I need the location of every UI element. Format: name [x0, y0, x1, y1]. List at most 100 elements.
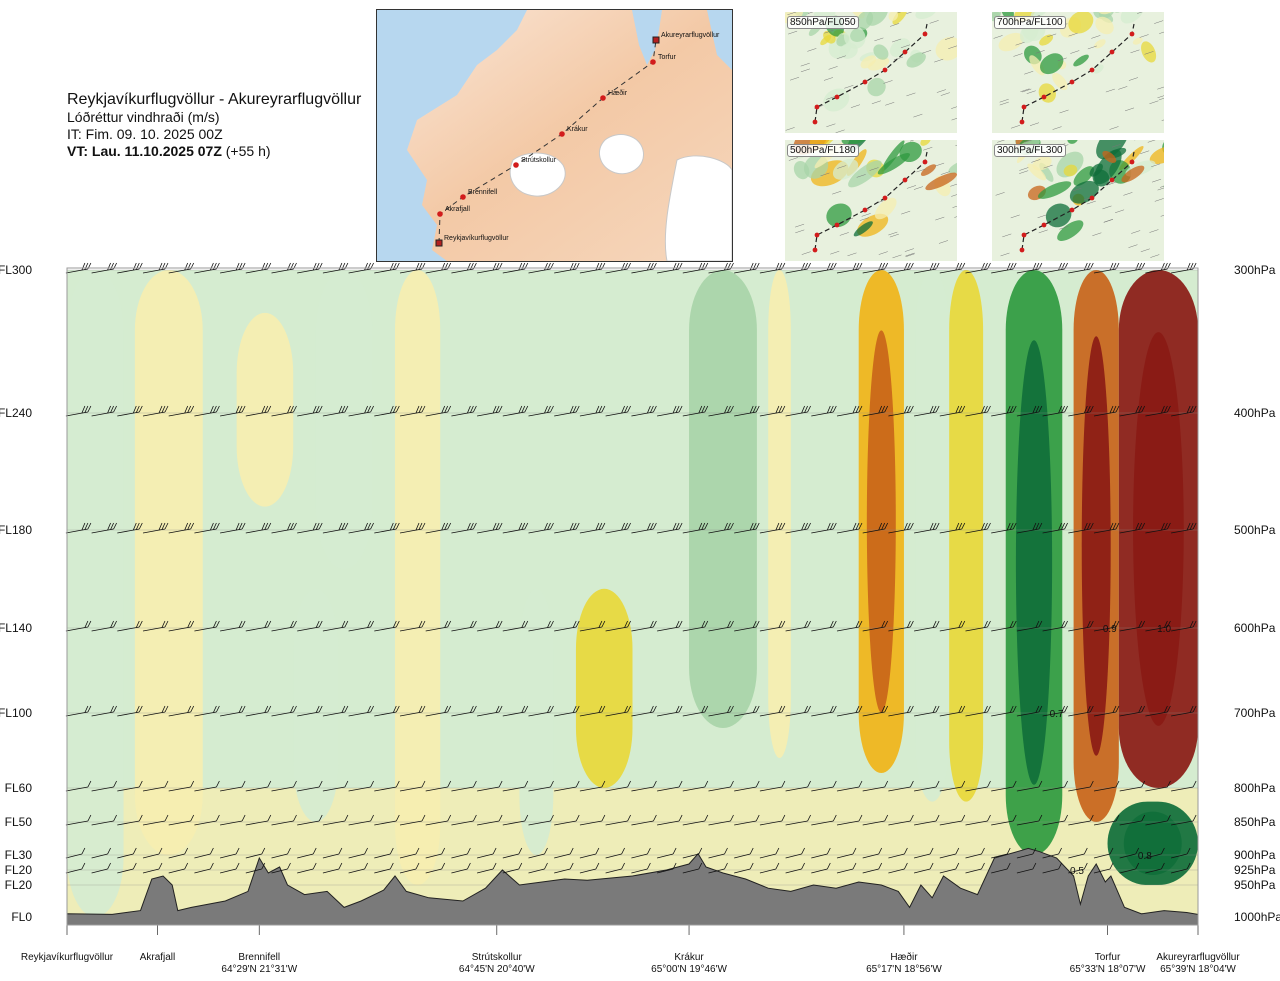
barb-shaft [605, 868, 622, 874]
wind-barb [759, 405, 786, 417]
barb-shaft [65, 853, 82, 859]
barb-feather [547, 522, 551, 530]
panel-waypoint [922, 31, 928, 37]
barb-shaft [682, 786, 705, 792]
barb-feather [544, 862, 548, 870]
wind-barb [631, 522, 657, 534]
wind-barb [579, 522, 606, 534]
barb-feather [575, 522, 580, 530]
barb-feather [910, 705, 914, 713]
barb-shaft [374, 411, 397, 417]
panel-field-patch [1096, 140, 1129, 160]
wind-barb [657, 620, 683, 632]
panel-field-patch [939, 12, 957, 14]
barb-feather [467, 847, 471, 855]
wind-barb [965, 814, 991, 826]
barb-feather [801, 522, 805, 531]
wind-barb [322, 862, 343, 874]
barb-feather [672, 405, 677, 414]
wind-barb [348, 705, 374, 717]
wind-barb [939, 780, 966, 792]
panel-wind-barb [1109, 126, 1119, 130]
pressure-axis: 300hPa400hPa500hPa600hPa700hPa800hPa850h… [1234, 263, 1280, 924]
barb-shaft [785, 528, 808, 534]
barb-feather [1135, 862, 1140, 870]
wind-barb [477, 522, 503, 534]
map-waypoint-marker [600, 95, 606, 101]
barb-shaft [1068, 820, 1091, 826]
barb-feather [826, 522, 831, 531]
panel-wind-barb [1107, 181, 1117, 186]
panel-wind-barb [1118, 86, 1128, 90]
wind-barb [220, 847, 240, 859]
panel-wind-barb [1154, 20, 1164, 24]
barb-feather [216, 705, 220, 713]
velocity-band [315, 270, 373, 570]
barb-shaft [425, 853, 442, 859]
terrain-area [66, 847, 1199, 926]
barb-feather [235, 847, 240, 855]
barb-feather [984, 522, 988, 530]
barb-shaft [1171, 853, 1188, 859]
barb-feather [467, 262, 471, 271]
barb-feather [724, 862, 728, 870]
barb-feather [801, 405, 805, 414]
panel-wind-barb [1159, 31, 1164, 34]
map-sea-northeast [707, 10, 732, 70]
barb-shaft [965, 820, 988, 826]
barb-shaft [759, 268, 782, 274]
barb-shaft [477, 411, 500, 417]
barb-shaft [117, 411, 140, 417]
barb-shaft [220, 268, 243, 274]
wind-barb [65, 705, 92, 717]
barb-feather [1115, 522, 1120, 530]
barb-feather [1009, 620, 1014, 628]
barb-feather [961, 522, 966, 530]
panel-wind-barb [1052, 126, 1062, 130]
barb-feather [110, 705, 114, 713]
barb-shaft [914, 626, 937, 632]
wind-barb [502, 620, 529, 632]
panel-wind-barb [999, 98, 1009, 103]
barb-shaft [348, 711, 371, 717]
wind-barb [554, 847, 574, 859]
panel-wind-barb [807, 12, 814, 14]
barb-feather [730, 780, 734, 788]
pressure-label: 400hPa [1234, 406, 1276, 420]
barb-shaft [734, 786, 757, 792]
barb-feather [473, 814, 477, 822]
barb-feather [858, 705, 863, 713]
barb-shaft [862, 868, 879, 874]
barb-feather [1064, 780, 1068, 788]
barb-feather [238, 620, 243, 628]
barb-shaft [425, 626, 448, 632]
barb-shaft [759, 411, 782, 417]
barb-shaft [579, 528, 602, 534]
barb-feather [569, 847, 574, 855]
panel-wind-barb [800, 68, 811, 73]
wind-barb [91, 405, 117, 417]
barb-feather [447, 705, 452, 713]
barb-feather [650, 705, 654, 713]
wind-barb [1016, 862, 1037, 874]
barb-feather [852, 847, 857, 855]
panel-field-patch [1045, 203, 1072, 228]
barb-shaft [194, 820, 217, 826]
wind-barb [1093, 705, 1120, 717]
barb-shaft [374, 820, 397, 826]
wind-barb [168, 862, 189, 874]
barb-feather [727, 620, 731, 628]
barb-shaft [297, 853, 314, 859]
barb-feather [1086, 522, 1091, 530]
panel-wind-barb [929, 20, 939, 24]
panel-waypoint [922, 159, 928, 165]
map-waypoint-label: Akureyrarflugvöllur [661, 32, 720, 39]
barb-shaft [862, 268, 885, 274]
barb-shaft [1119, 711, 1142, 717]
barb-feather [495, 620, 500, 628]
panel-waypoint [1019, 119, 1025, 125]
barb-feather [1089, 814, 1094, 822]
panel-wind-barb [1149, 100, 1159, 105]
wind-barb [1093, 522, 1120, 534]
barb-feather [293, 405, 297, 413]
